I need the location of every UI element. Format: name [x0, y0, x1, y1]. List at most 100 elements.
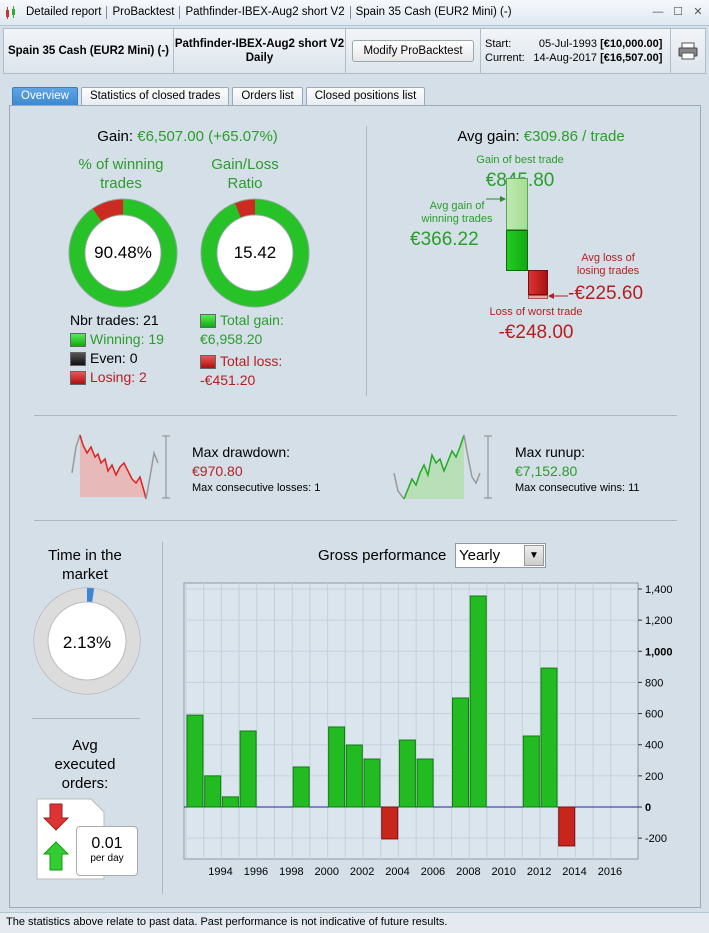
start-value: [€10,000.00]: [600, 38, 663, 50]
period-select[interactable]: Yearly ▼: [455, 543, 546, 568]
y-tick-label: 1,000: [645, 646, 673, 658]
worst-trade-value: -€248.00: [498, 322, 574, 343]
losing-count: Losing: 2: [90, 369, 147, 385]
period-select-value: Yearly: [459, 547, 501, 564]
gain-loss-title-2: Ratio: [227, 175, 263, 192]
bar-2008: [452, 697, 469, 808]
avg-loss-label: Avg loss of losing trades: [558, 252, 658, 278]
x-tick-label: 2008: [456, 866, 480, 878]
avg-orders-box: 0.01 per day: [76, 826, 138, 876]
avg-win-bar: [506, 230, 528, 271]
drawdown-label: Max drawdown:: [192, 444, 291, 460]
winning-swatch: [70, 333, 86, 348]
totals-legend: Total gain: €6,958.20 Total loss: -€451.…: [200, 311, 284, 390]
avg-gain-label: Avg gain:: [457, 128, 520, 145]
avg-win-label-1: Avg gain of: [429, 200, 485, 212]
gain-loss-ratio-title: Gain/Loss Ratio: [190, 155, 300, 193]
gain-loss-ratio-value: 15.42: [233, 243, 277, 262]
chevron-down-icon[interactable]: ▼: [524, 545, 544, 566]
avg-win-label-2: winning trades: [421, 213, 493, 225]
timeframe: Daily: [245, 52, 274, 64]
total-loss-label: Total loss:: [220, 353, 283, 369]
tab-orders-list[interactable]: Orders list: [232, 87, 303, 105]
runup-value: €7,152.80: [515, 463, 578, 479]
gain-label: Gain:: [97, 128, 134, 145]
best-trade-bar: [506, 178, 528, 230]
strategy-name: Pathfinder-IBEX-Aug2 short V2: [174, 38, 345, 50]
winning-pct-title: % of winning trades: [66, 155, 176, 193]
tab-overview[interactable]: Overview: [12, 87, 78, 105]
close-button[interactable]: ✕: [693, 6, 703, 18]
avg-orders-value: 0.01: [91, 835, 123, 852]
maximize-button[interactable]: ☐: [673, 6, 683, 18]
info-bar: Spain 35 Cash (EUR2 Mini) (-) Pathfinder…: [3, 28, 706, 74]
runup-sparkline: [393, 434, 492, 500]
minimize-button[interactable]: —: [652, 6, 664, 18]
bar-2005: [398, 739, 416, 808]
instrument-name: Spain 35 Cash (EUR2 Mini) (-): [4, 29, 174, 73]
x-tick-label: 2014: [562, 866, 586, 878]
bar-1996: [239, 730, 257, 808]
bar-1999: [292, 766, 310, 808]
total-loss-value: -€451.20: [200, 372, 256, 388]
divider-left: [32, 718, 140, 719]
arrow-to-avg-win: [486, 196, 506, 202]
total-gain-value: €6,958.20: [200, 331, 263, 347]
gross-performance-label: Gross performance: [318, 547, 447, 564]
total-gain-label: Total gain:: [220, 312, 284, 328]
breadcrumb-strategy: Pathfinder-IBEX-Aug2 short V2: [180, 6, 351, 19]
total-loss-swatch: [200, 355, 216, 370]
modify-probacktest-button[interactable]: Modify ProBacktest: [352, 40, 474, 62]
x-tick-label: 2006: [421, 866, 445, 878]
y-tick-label: 600: [645, 709, 663, 721]
print-icon[interactable]: [671, 29, 705, 73]
losing-swatch: [70, 371, 86, 386]
worst-trade-bar: [528, 295, 548, 299]
disclaimer-footer: The statistics above relate to past data…: [0, 912, 709, 933]
avg-orders-title: Avg executed orders:: [30, 736, 140, 793]
y-tick-label: 400: [645, 740, 663, 752]
time-in-market-title-1: Time in the: [48, 547, 122, 564]
winning-pct-title-1: % of winning: [78, 156, 164, 173]
tab-bar: Overview Statistics of closed trades Ord…: [12, 87, 426, 105]
x-tick-label: 2002: [350, 866, 374, 878]
arrow-to-avg-loss: [548, 293, 568, 299]
bars: [186, 595, 576, 847]
breadcrumb-probacktest: ProBacktest: [107, 6, 181, 19]
avg-orders-title-1: Avg: [72, 737, 98, 754]
bar-2006: [416, 758, 434, 808]
start-label: Start:: [485, 38, 512, 50]
bar-2001: [328, 726, 346, 808]
title-bar: Detailed report ProBacktest Pathfinder-I…: [0, 0, 709, 26]
tab-closed-positions-list[interactable]: Closed positions list: [305, 87, 426, 105]
x-tick-label: 1994: [208, 866, 232, 878]
nbr-trades: Nbr trades: 21: [70, 312, 159, 328]
trades-legend: Nbr trades: 21 Winning: 19 Even: 0 Losin…: [70, 311, 164, 387]
winning-pct-value: 90.48%: [94, 243, 152, 262]
avg-gain-heading: Avg gain: €309.86 / trade: [380, 128, 702, 145]
max-consecutive-losses: Max consecutive losses: 1: [192, 482, 321, 494]
arrow-down-icon: [42, 803, 70, 831]
tab-statistics-closed-trades[interactable]: Statistics of closed trades: [80, 87, 230, 105]
x-tick-label: 2004: [385, 866, 409, 878]
x-tick-label: 2010: [492, 866, 516, 878]
divider-vertical-top: [366, 126, 367, 396]
even-count: Even: 0: [90, 350, 138, 366]
avg-loss-bar: [528, 270, 548, 295]
overview-panel: Gain: €6,507.00 (+65.07%) % of winning t…: [9, 105, 701, 908]
time-in-market-arc: [34, 588, 140, 694]
x-tick-label: 1996: [244, 866, 268, 878]
gain-value: €6,507.00 (+65.07%): [137, 128, 278, 145]
drawdown-value: €970.80: [192, 463, 243, 479]
avg-win-value: €366.22: [410, 229, 479, 250]
avg-orders-title-3: orders:: [61, 775, 109, 792]
total-gain-swatch: [200, 314, 216, 329]
divider-horizontal-1: [34, 415, 677, 416]
start-date: 05-Jul-1993: [538, 38, 597, 50]
divider-horizontal-2: [34, 520, 677, 521]
candlestick-icon: [4, 5, 18, 20]
avg-orders-unit: per day: [90, 853, 124, 864]
breadcrumb-instrument: Spain 35 Cash (EUR2 Mini) (-): [355, 6, 512, 18]
y-tick-label: -200: [645, 833, 667, 845]
time-in-market-title: Time in the market: [30, 546, 140, 584]
